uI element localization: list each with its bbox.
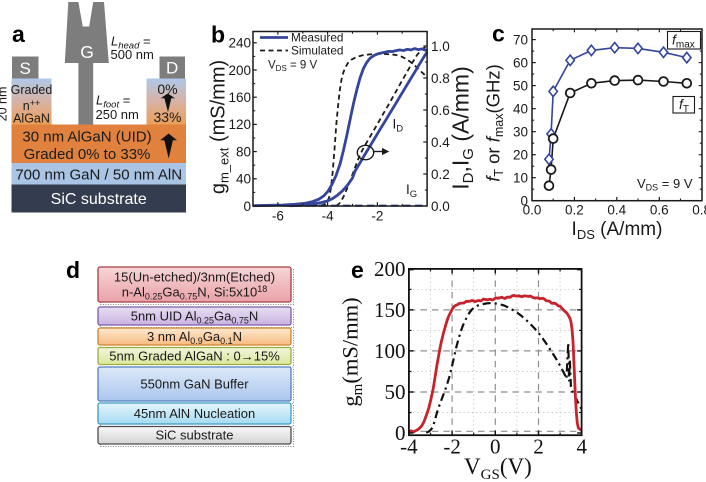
svg-text:ID,IG (A/mm): ID,IG (A/mm) xyxy=(448,66,478,189)
svg-text:60: 60 xyxy=(513,55,528,70)
svg-text:d: d xyxy=(66,257,80,283)
svg-text:-4: -4 xyxy=(400,435,418,459)
svg-text:120: 120 xyxy=(228,117,251,132)
svg-text:0%: 0% xyxy=(157,81,177,97)
svg-text:Simulated: Simulated xyxy=(291,44,343,58)
svg-text:a: a xyxy=(12,21,25,47)
svg-text:c: c xyxy=(492,21,505,47)
svg-text:3 nm Al0.9Ga0.1N: 3 nm Al0.9Ga0.1N xyxy=(147,329,242,346)
svg-text:0.8: 0.8 xyxy=(431,71,450,86)
svg-text:0.0: 0.0 xyxy=(431,199,450,214)
svg-text:b: b xyxy=(211,22,225,48)
svg-text:0.4: 0.4 xyxy=(607,203,626,218)
svg-text:20 nm: 20 nm xyxy=(0,87,10,122)
svg-text:SiC substrate: SiC substrate xyxy=(155,428,233,443)
svg-text:0: 0 xyxy=(520,194,528,209)
svg-text:5nm UID Al0.25Ga0.75N: 5nm UID Al0.25Ga0.75N xyxy=(131,309,259,326)
svg-text:IDS (A/mm): IDS (A/mm) xyxy=(572,219,663,242)
svg-text:VGS(V): VGS(V) xyxy=(464,454,532,482)
svg-text:fT or fmax(GHz): fT or fmax(GHz) xyxy=(483,64,507,182)
svg-text:Graded: Graded xyxy=(11,83,53,97)
svg-text:0.4: 0.4 xyxy=(431,135,450,150)
svg-text:0.2: 0.2 xyxy=(565,203,584,218)
svg-text:50: 50 xyxy=(513,78,528,93)
svg-text:150: 150 xyxy=(374,298,406,322)
svg-text:550nm GaN Buffer: 550nm GaN Buffer xyxy=(140,377,249,392)
svg-text:1.0: 1.0 xyxy=(431,39,450,54)
svg-text:-2: -2 xyxy=(443,435,461,459)
svg-text:30 nm AlGaN (UID): 30 nm AlGaN (UID) xyxy=(22,129,151,146)
svg-text:0: 0 xyxy=(395,421,406,445)
svg-text:0: 0 xyxy=(490,435,501,459)
svg-text:D: D xyxy=(166,59,178,78)
svg-text:-2: -2 xyxy=(371,209,383,224)
svg-text:40: 40 xyxy=(513,102,528,117)
svg-text:45nm AlN Nucleation: 45nm AlN Nucleation xyxy=(134,406,255,421)
svg-text:0.6: 0.6 xyxy=(650,203,669,218)
svg-text:0: 0 xyxy=(243,199,251,214)
svg-text:2: 2 xyxy=(533,435,544,459)
svg-text:100: 100 xyxy=(374,339,406,363)
svg-text:40: 40 xyxy=(236,172,251,187)
svg-text:SiC substrate: SiC substrate xyxy=(51,191,147,208)
svg-text:4: 4 xyxy=(576,435,587,459)
svg-text:Graded 0% to 33%: Graded 0% to 33% xyxy=(24,146,151,163)
svg-text:200: 200 xyxy=(228,63,251,78)
svg-text:250 nm: 250 nm xyxy=(96,107,139,122)
svg-text:e: e xyxy=(351,257,364,283)
svg-text:IG: IG xyxy=(406,182,417,200)
svg-text:70: 70 xyxy=(513,32,528,47)
svg-text:160: 160 xyxy=(228,90,251,105)
svg-text:50: 50 xyxy=(385,380,406,404)
svg-text:fT: fT xyxy=(679,96,689,115)
svg-text:G: G xyxy=(80,42,94,62)
svg-text:VDS = 9 V: VDS = 9 V xyxy=(268,60,317,74)
svg-text:ID: ID xyxy=(393,117,404,135)
svg-text:0.6: 0.6 xyxy=(431,103,450,118)
svg-text:15(Un-etched)/3nm(Etched): 15(Un-etched)/3nm(Etched) xyxy=(114,270,275,285)
svg-text:0.2: 0.2 xyxy=(431,167,450,182)
svg-text:5nm Graded AlGaN : 0→15%: 5nm Graded AlGaN : 0→15% xyxy=(109,349,280,364)
svg-text:10: 10 xyxy=(513,171,528,186)
svg-text:80: 80 xyxy=(236,144,251,159)
svg-text:240: 240 xyxy=(228,36,251,51)
svg-text:-6: -6 xyxy=(272,209,284,224)
svg-text:0.8: 0.8 xyxy=(692,203,706,218)
svg-text:0.0: 0.0 xyxy=(523,203,542,218)
svg-text:200: 200 xyxy=(374,257,406,281)
svg-text:33%: 33% xyxy=(153,109,181,125)
svg-text:20: 20 xyxy=(513,148,528,163)
svg-text:-4: -4 xyxy=(322,209,334,224)
svg-text:Lfoot =: Lfoot = xyxy=(96,93,130,111)
svg-text:Measured: Measured xyxy=(291,31,343,45)
svg-text:Lhead =: Lhead = xyxy=(111,34,151,52)
svg-text:700 nm GaN / 50 nm AlN: 700 nm GaN / 50 nm AlN xyxy=(15,167,182,184)
svg-text:AlGaN: AlGaN xyxy=(13,112,50,126)
svg-text:S: S xyxy=(20,59,31,78)
svg-text:VDS = 9 V: VDS = 9 V xyxy=(637,176,693,193)
svg-text:30: 30 xyxy=(513,125,528,140)
svg-text:500 nm: 500 nm xyxy=(111,47,154,62)
